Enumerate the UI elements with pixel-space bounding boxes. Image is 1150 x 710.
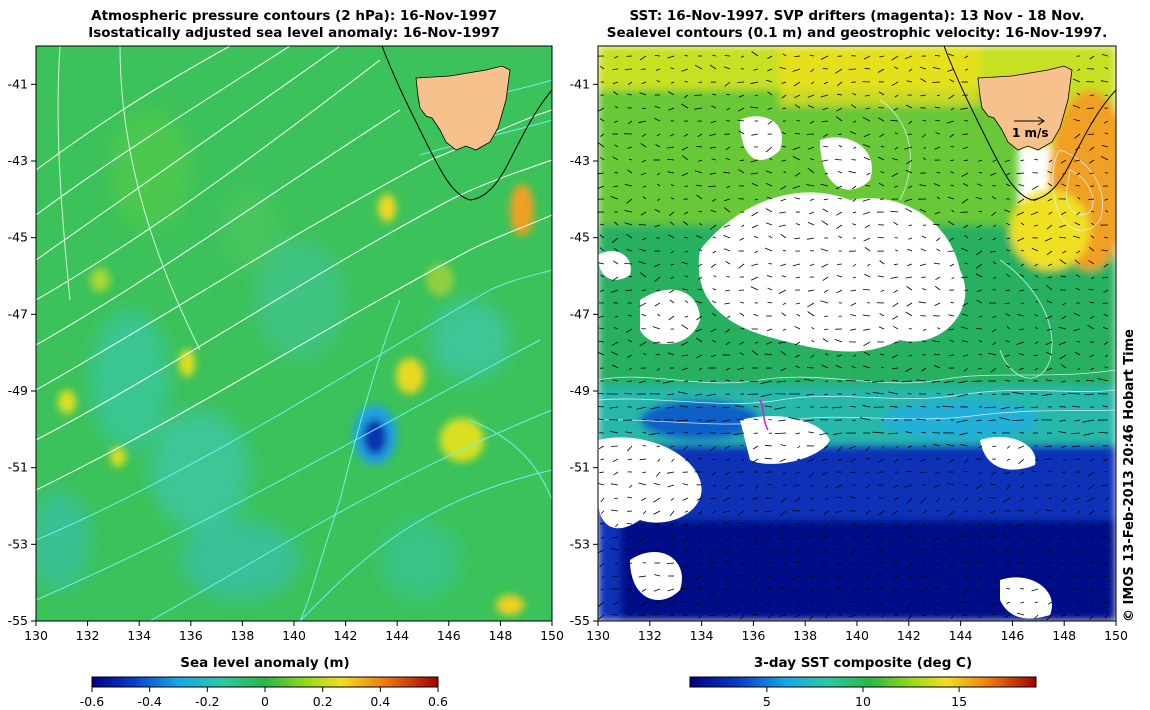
lon-tick-label: 138: [793, 628, 817, 643]
lon-tick-label: 132: [76, 628, 100, 643]
lon-tick-label: 142: [334, 628, 358, 643]
lon-tick-label: 146: [1000, 628, 1024, 643]
lat-tick-label: -53: [8, 536, 28, 551]
lon-tick-label: 150: [540, 628, 564, 643]
lat-tick-label: -49: [570, 383, 590, 398]
velocity-scale-arrow: [1014, 116, 1045, 126]
lon-tick-label: 130: [24, 628, 48, 643]
lat-tick-label: -51: [8, 460, 28, 475]
right-latitude-axis: -41 -43 -45 -47 -49 -51 -53 -55: [570, 76, 598, 628]
left-title-line2: Isostatically adjusted sea level anomaly…: [88, 25, 500, 41]
lon-tick-label: 140: [845, 628, 869, 643]
lat-tick-label: -51: [570, 460, 590, 475]
sst-colorbar-title: 3-day SST composite (deg C): [753, 655, 973, 671]
lon-tick-label: 136: [741, 628, 765, 643]
lon-tick-label: 138: [230, 628, 254, 643]
lon-tick-label: 130: [586, 628, 610, 643]
colorbar-tick-label: -0.6: [80, 694, 104, 709]
lat-tick-label: -55: [570, 613, 590, 628]
lon-tick-label: 134: [127, 628, 151, 643]
svp-drifter-track: [759, 399, 769, 431]
right-longitude-axis: 130 132 134 136 138 140 142 144 146 148 150: [586, 621, 1128, 643]
lat-tick-label: -41: [8, 76, 28, 91]
lat-tick-label: -43: [570, 153, 590, 168]
colorbar-tick-label: 15: [951, 694, 967, 709]
left-latitude-axis: -41 -43 -45 -47 -49 -51 -53 -55: [8, 76, 36, 628]
lat-tick-label: -43: [8, 153, 28, 168]
colorbar-tick-label: 0.2: [313, 694, 333, 709]
lon-tick-label: 136: [179, 628, 203, 643]
lon-tick-label: 142: [897, 628, 921, 643]
lon-tick-label: 144: [385, 628, 409, 643]
lat-tick-label: -47: [8, 306, 28, 321]
sst-field: 1 m/s: [598, 46, 1116, 621]
sla-colorbar-title: Sea level anomaly (m): [180, 655, 350, 671]
lat-tick-label: -53: [570, 536, 590, 551]
lon-tick-label: 148: [1052, 628, 1076, 643]
lon-tick-label: 146: [437, 628, 461, 643]
lon-tick-label: 150: [1104, 628, 1128, 643]
lat-tick-label: -47: [570, 306, 590, 321]
left-longitude-axis: 130 132 134 136 138 140 142 144 146 148 150: [24, 621, 564, 643]
left-title-line1: Atmospheric pressure contours (2 hPa): 1…: [91, 8, 497, 24]
lat-tick-label: -45: [8, 230, 28, 245]
lat-tick-label: -45: [570, 230, 590, 245]
lon-tick-label: 144: [949, 628, 973, 643]
colorbar-tick-label: 0: [261, 694, 269, 709]
colorbar-tick-label: 10: [855, 694, 871, 709]
right-title-line1: SST: 16-Nov-1997. SVP drifters (magenta)…: [629, 8, 1085, 24]
colorbar-tick-label: 5: [763, 694, 771, 709]
lon-tick-label: 140: [282, 628, 306, 643]
colorbar-tick-label: -0.2: [195, 694, 219, 709]
sea-level-anomaly-field: [36, 46, 552, 621]
colorbar-tick-label: -0.4: [137, 694, 161, 709]
left-map-title: Atmospheric pressure contours (2 hPa): 1…: [36, 8, 552, 42]
colorbar-tick-label: 0.6: [428, 694, 448, 709]
lon-tick-label: 132: [638, 628, 662, 643]
lat-tick-label: -41: [570, 76, 590, 91]
right-map-title: SST: 16-Nov-1997. SVP drifters (magenta)…: [598, 8, 1116, 42]
lat-tick-label: -55: [8, 613, 28, 628]
lat-tick-label: -49: [8, 383, 28, 398]
lon-tick-label: 134: [690, 628, 714, 643]
right-title-line2: Sealevel contours (0.1 m) and geostrophi…: [606, 25, 1108, 41]
imos-credit: © IMOS 13-Feb-2013 20:46 Hobart Time: [1122, 329, 1137, 622]
sst-colorbar: 5 10 15: [689, 676, 1037, 709]
lon-tick-label: 148: [488, 628, 512, 643]
velocity-scale-label: 1 m/s: [1012, 126, 1049, 140]
sla-colorbar: -0.6 -0.4 -0.2 0 0.2 0.4 0.6: [80, 676, 448, 709]
colorbar-tick-label: 0.4: [370, 694, 390, 709]
